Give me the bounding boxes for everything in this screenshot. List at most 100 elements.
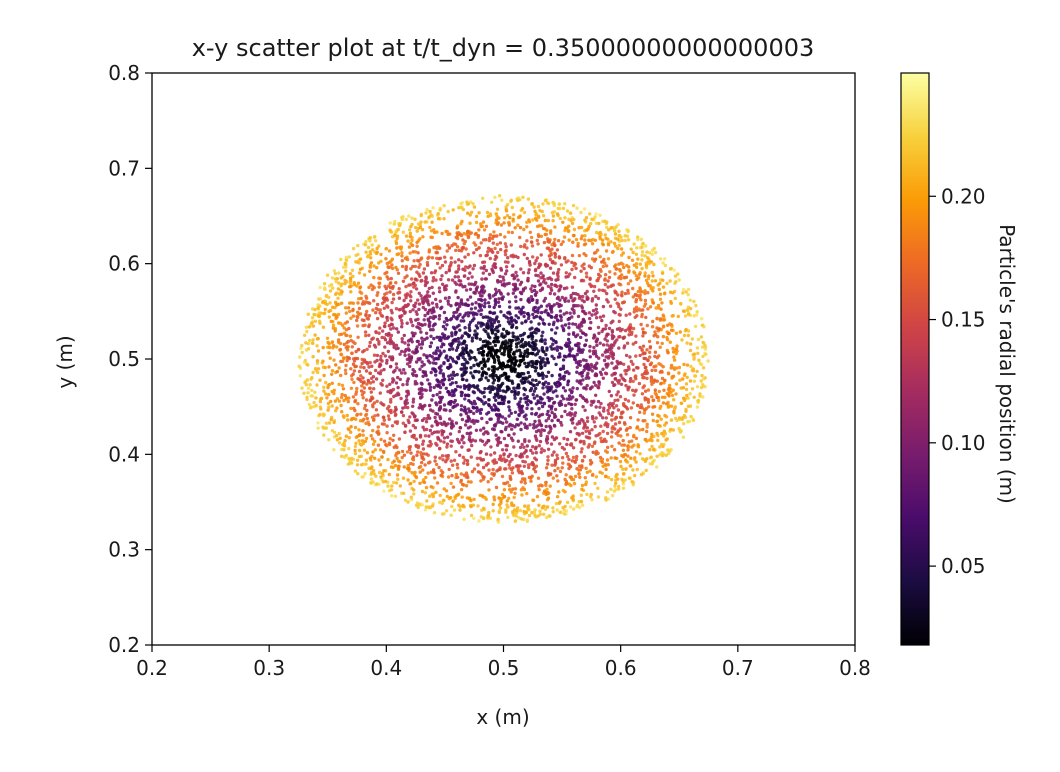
scatter-point <box>417 259 421 263</box>
scatter-point <box>339 276 343 280</box>
scatter-point <box>539 450 543 454</box>
scatter-point <box>395 445 399 450</box>
scatter-point <box>368 371 373 376</box>
scatter-point <box>616 237 620 241</box>
scatter-point <box>409 295 413 299</box>
scatter-point <box>451 339 455 343</box>
scatter-point <box>374 377 379 381</box>
scatter-point <box>661 313 665 317</box>
scatter-point <box>495 234 499 238</box>
scatter-point <box>404 296 408 300</box>
scatter-point <box>567 326 571 330</box>
scatter-point <box>696 351 700 355</box>
scatter-point <box>441 383 446 387</box>
scatter-point <box>500 198 504 202</box>
scatter-point <box>487 238 492 243</box>
scatter-point <box>409 320 414 324</box>
scatter-point <box>318 321 322 325</box>
scatter-point <box>580 465 584 469</box>
scatter-point <box>463 397 467 401</box>
scatter-point <box>423 313 427 318</box>
scatter-point <box>379 401 383 405</box>
scatter-point <box>641 241 645 246</box>
scatter-point <box>629 464 633 468</box>
scatter-point <box>601 376 605 380</box>
scatter-point <box>525 519 529 523</box>
scatter-point <box>605 450 609 454</box>
scatter-point <box>438 208 442 212</box>
scatter-point <box>639 290 643 294</box>
scatter-point <box>609 240 613 244</box>
scatter-point <box>613 377 618 381</box>
scatter-point <box>370 465 374 469</box>
scatter-point <box>406 463 410 468</box>
scatter-point <box>550 453 554 457</box>
scatter-point <box>394 481 399 485</box>
scatter-point <box>438 416 443 421</box>
scatter-point <box>396 271 401 275</box>
scatter-point <box>450 331 454 335</box>
scatter-point <box>406 478 410 482</box>
scatter-point <box>648 448 652 452</box>
scatter-point <box>553 237 557 242</box>
scatter-point <box>486 332 490 336</box>
scatter-point <box>325 273 330 277</box>
scatter-point <box>701 366 706 370</box>
scatter-point <box>531 312 535 317</box>
scatter-point <box>413 414 417 418</box>
scatter-point <box>555 453 559 457</box>
scatter-point <box>480 277 484 281</box>
scatter-point <box>421 442 425 446</box>
scatter-point <box>532 467 536 471</box>
scatter-point <box>466 426 471 430</box>
scatter-point <box>466 414 470 419</box>
scatter-point <box>436 384 440 388</box>
scatter-point <box>406 302 410 307</box>
scatter-point <box>372 275 376 280</box>
scatter-point <box>652 365 656 369</box>
scatter-point <box>361 376 365 380</box>
scatter-point <box>479 224 483 229</box>
scatter-point <box>455 317 459 321</box>
scatter-point <box>547 322 551 326</box>
scatter-point <box>624 372 628 376</box>
scatter-point <box>599 424 603 428</box>
scatter-point <box>418 470 422 474</box>
scatter-point <box>424 452 429 456</box>
scatter-point <box>383 321 387 325</box>
scatter-point <box>478 305 482 309</box>
scatter-point <box>643 396 647 400</box>
scatter-point <box>399 371 404 375</box>
scatter-point <box>504 508 508 512</box>
scatter-point <box>447 347 452 352</box>
scatter-point <box>701 340 705 345</box>
scatter-point <box>644 263 649 267</box>
scatter-point <box>583 218 587 222</box>
scatter-point <box>618 459 623 464</box>
scatter-point <box>654 393 659 397</box>
scatter-point <box>507 414 511 418</box>
scatter-point <box>497 216 501 220</box>
scatter-point <box>646 256 650 260</box>
scatter-point <box>626 288 630 293</box>
scatter-point <box>556 239 561 243</box>
scatter-point <box>386 349 390 354</box>
scatter-point <box>459 408 464 412</box>
scatter-point <box>327 309 331 314</box>
scatter-point <box>612 406 616 410</box>
scatter-point <box>368 236 372 240</box>
scatter-point <box>477 309 481 313</box>
scatter-point <box>443 260 448 264</box>
scatter-point <box>657 327 661 331</box>
scatter-point <box>551 506 555 510</box>
scatter-point <box>577 226 581 230</box>
scatter-point <box>508 460 512 464</box>
scatter-point <box>438 353 442 357</box>
scatter-point <box>452 400 456 405</box>
scatter-point <box>414 374 419 378</box>
scatter-point <box>381 296 385 301</box>
scatter-point <box>394 407 398 412</box>
scatter-point <box>617 305 621 309</box>
scatter-point <box>585 426 589 430</box>
